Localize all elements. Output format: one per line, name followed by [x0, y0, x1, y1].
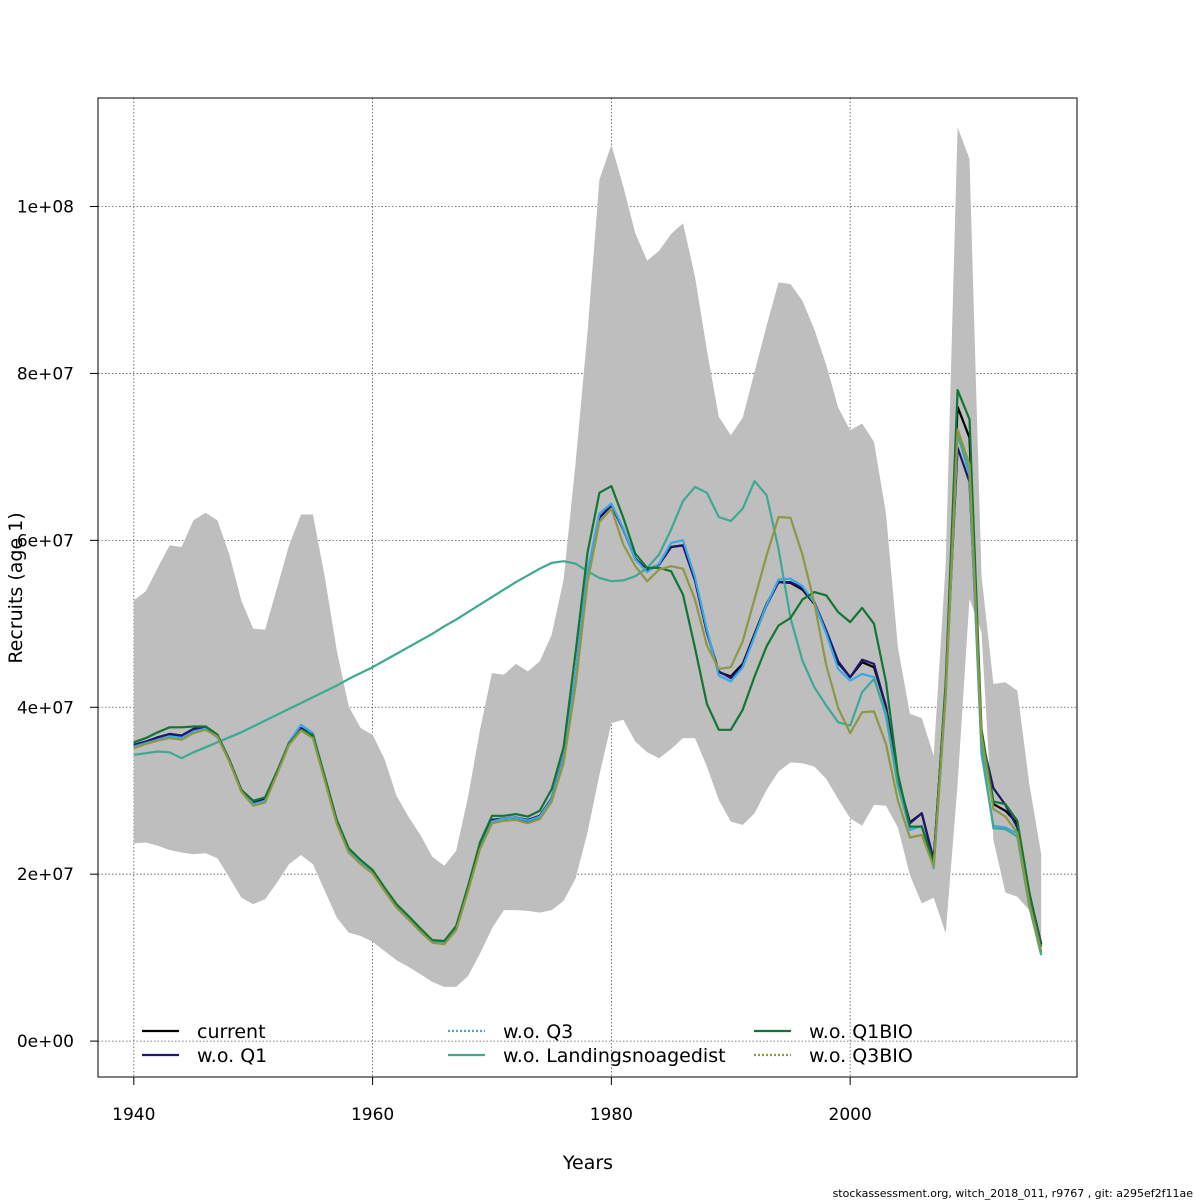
series-line-3 [133, 432, 1043, 956]
x-tick-label-3: 2000 [829, 1105, 872, 1125]
legend-label-1: w.o. Q1 [197, 1045, 267, 1067]
y-tick-label-2: 4e+07 [17, 698, 74, 718]
x-tick-label-2: 1980 [590, 1105, 633, 1125]
y-axis: 0e+00 2e+07 4e+07 6e+07 8e+07 1e+08 [17, 197, 98, 1052]
y-tick-label-3: 6e+07 [17, 531, 74, 551]
legend-label-0: current [197, 1021, 266, 1043]
legend-label-2: w.o. Q3 [503, 1021, 573, 1043]
legend-label-5: w.o. Q3BIO [809, 1045, 913, 1067]
x-tick-label-1: 1960 [351, 1105, 394, 1125]
legend-label-3: w.o. Landingsnoagedist [503, 1045, 726, 1067]
series-line-5 [133, 428, 1043, 952]
y-tick-label-0: 0e+00 [17, 1032, 74, 1052]
y-tick-label-1: 2e+07 [17, 865, 74, 885]
y-tick-label-5: 1e+08 [17, 197, 74, 217]
y-tick-label-4: 8e+07 [17, 364, 74, 384]
series-lines [133, 389, 1043, 956]
x-tick-label-0: 1940 [112, 1105, 155, 1125]
footer-credit: stockassessment.org, witch_2018_011, r97… [833, 1187, 1194, 1200]
x-axis-title: Years [562, 1152, 613, 1174]
x-axis: 1940 1960 1980 2000 [112, 1076, 872, 1125]
y-axis-title: Recruits (age 1) [5, 512, 27, 663]
legend-label-4: w.o. Q1BIO [809, 1021, 913, 1043]
